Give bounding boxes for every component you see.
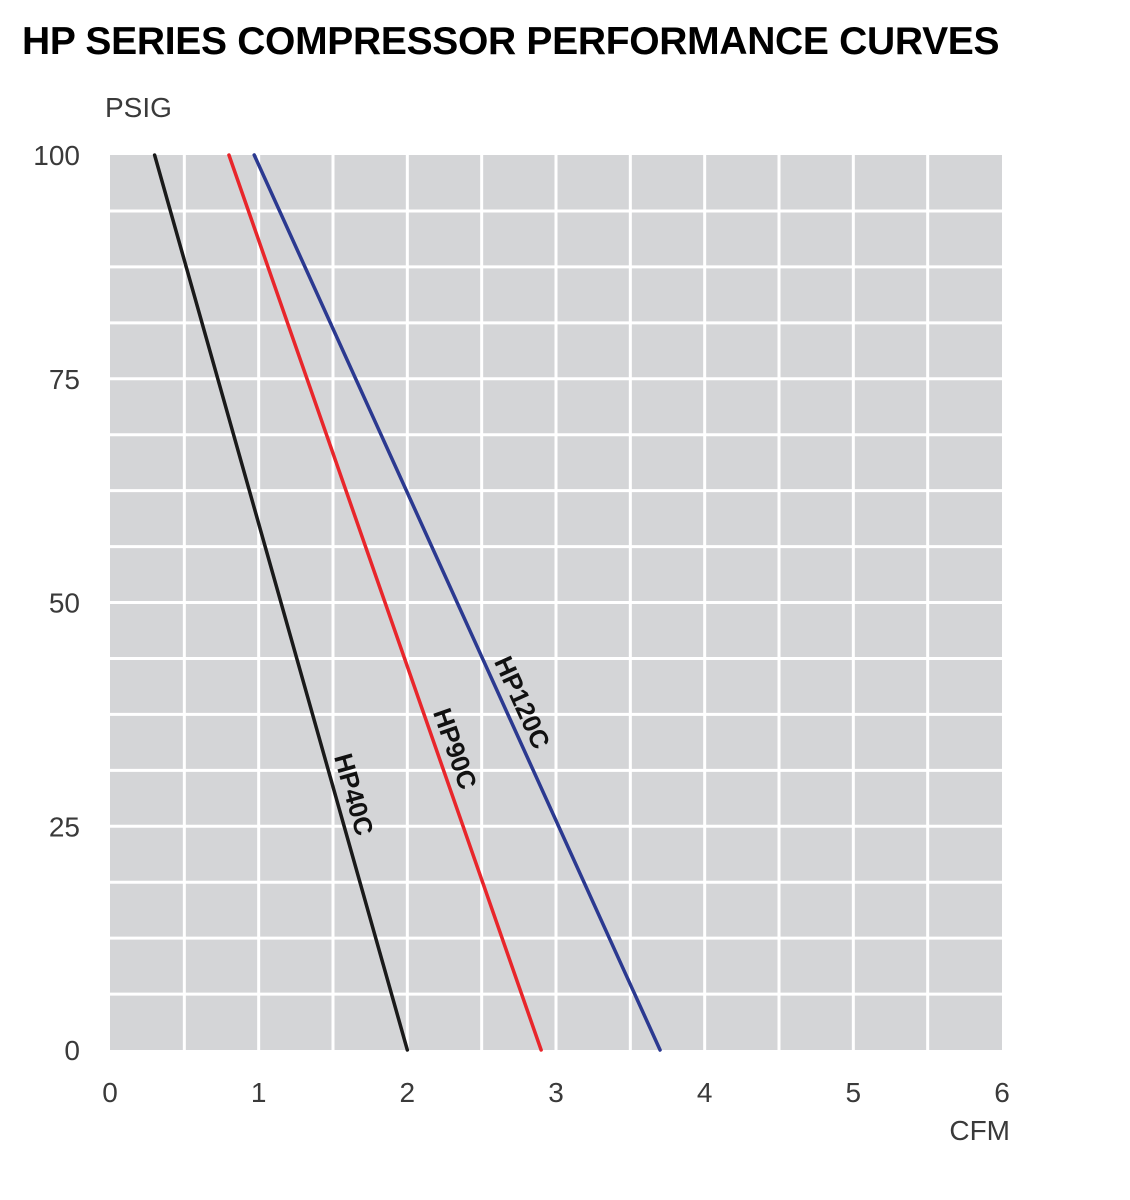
y-axis-title: PSIG: [105, 92, 172, 123]
axis-titles: PSIG CFM: [105, 92, 1010, 1146]
x-tick-label: 1: [251, 1077, 267, 1108]
x-tick-label: 3: [548, 1077, 564, 1108]
grid: [110, 155, 1002, 1050]
y-tick-label: 0: [64, 1035, 80, 1066]
x-axis-title: CFM: [949, 1115, 1010, 1146]
series-lines: [152, 153, 662, 1052]
x-tick-label: 0: [102, 1077, 118, 1108]
x-tick-label: 6: [994, 1077, 1010, 1108]
y-tick-label: 75: [49, 364, 80, 395]
x-tick-label: 4: [697, 1077, 713, 1108]
x-tick-label: 2: [400, 1077, 416, 1108]
x-tick-label: 5: [846, 1077, 862, 1108]
series-line-hp120c: [252, 153, 662, 1052]
y-tick-label: 100: [33, 140, 80, 171]
chart-title: HP SERIES COMPRESSOR PERFORMANCE CURVES: [22, 20, 1000, 63]
y-tick-label: 50: [49, 588, 80, 619]
tick-labels: 0 1 2 3 4 5 6 0 25 50 75 100: [33, 140, 1010, 1108]
series-line-hp90c: [227, 153, 543, 1052]
series-line-hp40c: [152, 153, 410, 1052]
y-tick-label: 25: [49, 811, 80, 842]
